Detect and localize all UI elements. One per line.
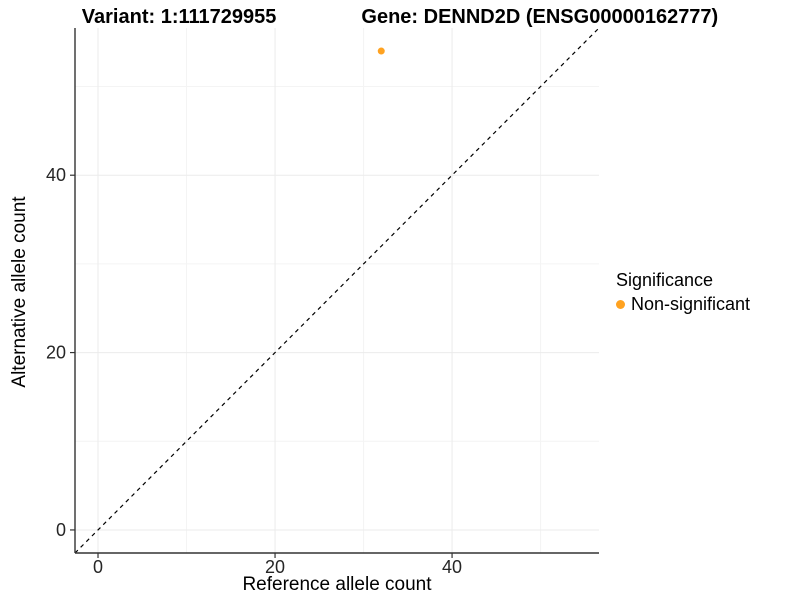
x-tick-label: 20 — [265, 557, 285, 577]
legend-item: Non-significant — [616, 294, 750, 315]
y-tick-label: 0 — [56, 520, 66, 540]
y-axis-title: Alternative allele count — [9, 196, 30, 388]
plot-title-gene: Gene: DENND2D (ENSG00000162777) — [361, 6, 719, 28]
legend-point-icon — [616, 300, 625, 309]
legend: Significance Non-significant — [616, 270, 750, 315]
y-tick-label: 20 — [46, 343, 66, 363]
y-tick-label: 40 — [46, 165, 66, 185]
data-point — [377, 47, 385, 55]
plot-title-variant: Variant: 1:111729955 — [81, 6, 277, 28]
identity-line — [74, 27, 600, 554]
x-axis-title: Reference allele count — [242, 574, 432, 595]
legend-item-label: Non-significant — [631, 294, 751, 314]
plot-title: Variant: 1:111729955 Gene: DENND2D (ENSG… — [0, 6, 800, 30]
x-tick-label: 0 — [93, 557, 103, 577]
x-tick-label: 40 — [442, 557, 462, 577]
legend-title: Significance — [616, 270, 714, 290]
